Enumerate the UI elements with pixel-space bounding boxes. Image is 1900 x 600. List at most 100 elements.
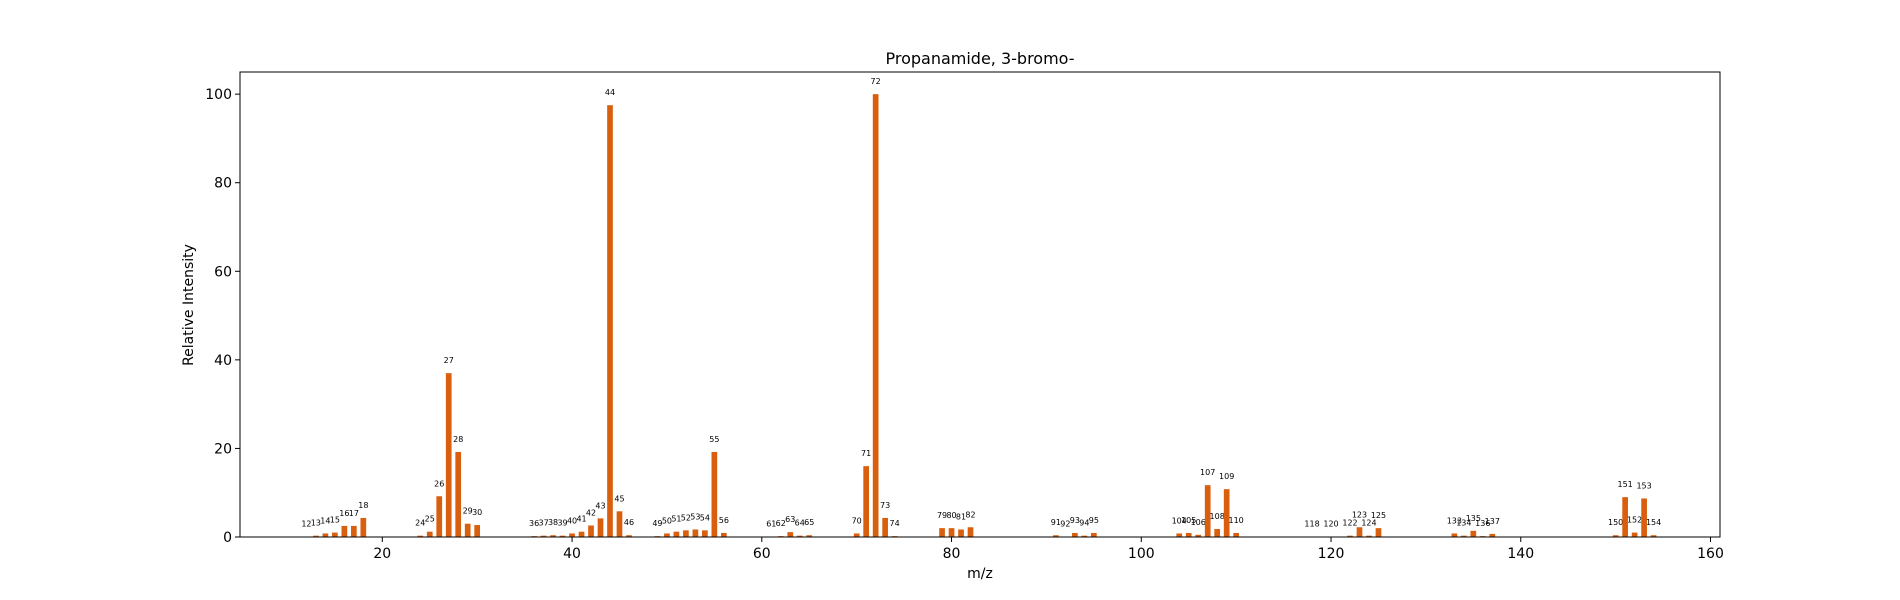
bar-mz-71 <box>863 466 869 537</box>
bar-mz-46 <box>626 535 632 537</box>
data-label-mz-81: 81 <box>956 512 966 521</box>
bar-mz-30 <box>474 525 481 537</box>
data-label-mz-63: 63 <box>785 515 795 524</box>
data-label-mz-108: 108 <box>1210 512 1225 521</box>
bar-mz-106 <box>1195 534 1202 537</box>
data-label-mz-71: 71 <box>861 449 871 458</box>
bar-mz-14 <box>322 533 329 537</box>
x-axis-label: m/z <box>967 566 993 582</box>
bar-mz-153 <box>1641 498 1647 537</box>
data-label-mz-26: 26 <box>434 479 444 488</box>
bar-mz-91 <box>1053 535 1059 537</box>
bar-mz-65 <box>806 535 813 537</box>
data-label-mz-124: 124 <box>1361 519 1376 528</box>
data-label-mz-55: 55 <box>709 435 719 444</box>
bar-mz-16 <box>341 525 348 537</box>
data-label-mz-51: 51 <box>671 515 681 524</box>
y-axis: 0 20 40 60 80 100 <box>205 87 240 546</box>
bar-mz-55 <box>711 451 718 537</box>
bar-mz-17 <box>351 525 357 537</box>
chart-title: Propanamide, 3-bromo- <box>885 49 1074 68</box>
data-label-mz-24: 24 <box>415 519 425 528</box>
bar-mz-63 <box>787 532 794 537</box>
x-tick-label: 160 <box>1697 546 1724 562</box>
y-tick-label: 80 <box>214 176 232 192</box>
x-tick-label: 80 <box>943 546 961 562</box>
data-label-mz-27: 27 <box>444 356 454 365</box>
bar-mz-41 <box>578 531 585 537</box>
bar-mz-135 <box>1470 530 1477 537</box>
data-label-mz-110: 110 <box>1229 516 1244 525</box>
bar-mz-94 <box>1081 535 1088 537</box>
bar-mz-45 <box>616 511 623 537</box>
bar-mz-110 <box>1233 533 1239 537</box>
x-tick-label: 60 <box>753 546 771 562</box>
y-tick-label: 100 <box>205 87 232 103</box>
bar-mz-37 <box>540 535 547 537</box>
bar-mz-151 <box>1622 497 1628 537</box>
data-label-mz-40: 40 <box>567 516 577 525</box>
bar-mz-50 <box>664 533 670 537</box>
data-label-mz-109: 109 <box>1219 472 1234 481</box>
data-label-mz-53: 53 <box>690 512 700 521</box>
data-label-mz-52: 52 <box>681 513 691 522</box>
bar-mz-53 <box>692 529 699 537</box>
data-label-mz-134: 134 <box>1456 519 1471 528</box>
bar-mz-40 <box>569 533 575 537</box>
data-label-mz-30: 30 <box>472 508 482 517</box>
bar-mz-123 <box>1356 527 1363 537</box>
data-label-mz-36: 36 <box>529 519 539 528</box>
x-tick-label: 120 <box>1318 546 1345 562</box>
plot-frame <box>239 71 1721 538</box>
data-label-mz-16: 16 <box>339 509 349 518</box>
bar-mz-104 <box>1176 533 1183 537</box>
data-label-mz-38: 38 <box>548 518 558 527</box>
data-label-mz-39: 39 <box>557 519 567 528</box>
data-label-mz-136: 136 <box>1475 519 1490 528</box>
bar-mz-52 <box>683 530 689 537</box>
data-label-mz-133: 133 <box>1447 516 1462 525</box>
data-label-mz-153: 153 <box>1636 481 1651 490</box>
data-label-mz-50: 50 <box>662 516 672 525</box>
x-tick-label: 40 <box>563 546 581 562</box>
data-label-mz-41: 41 <box>576 515 586 524</box>
data-label-mz-46: 46 <box>624 518 634 527</box>
data-label-mz-17: 17 <box>349 509 359 518</box>
data-label-mz-73: 73 <box>880 501 890 510</box>
bar-mz-39 <box>559 535 566 537</box>
bar-mz-24 <box>417 535 424 537</box>
data-label-mz-106: 106 <box>1191 518 1206 527</box>
bar-mz-73 <box>882 517 888 537</box>
data-label-mz-105: 105 <box>1181 516 1196 525</box>
data-label-mz-49: 49 <box>652 519 662 528</box>
x-tick-label: 20 <box>373 546 391 562</box>
y-axis-label: Relative Intensity <box>181 244 197 366</box>
data-label-mz-122: 122 <box>1342 519 1357 528</box>
data-label-mz-56: 56 <box>719 516 729 525</box>
data-label-mz-14: 14 <box>320 516 330 525</box>
bar-mz-80 <box>948 528 955 537</box>
y-tick-label: 0 <box>223 530 232 546</box>
data-label-mz-62: 62 <box>776 519 786 528</box>
bar-mz-122 <box>1347 535 1353 537</box>
bar-mz-124 <box>1366 535 1372 537</box>
bar-mz-26 <box>436 496 443 537</box>
y-tick-label: 60 <box>214 264 232 280</box>
data-label-mz-25: 25 <box>425 515 435 524</box>
bar-mz-79 <box>939 528 945 537</box>
data-label-mz-82: 82 <box>965 510 975 519</box>
data-label-mz-42: 42 <box>586 508 596 517</box>
data-label-mz-70: 70 <box>852 516 862 525</box>
y-tick-label: 20 <box>214 441 232 457</box>
bar-mz-125 <box>1375 528 1382 537</box>
bar-mz-107 <box>1204 485 1211 537</box>
data-label-mz-120: 120 <box>1323 520 1338 529</box>
data-label-mz-118: 118 <box>1304 520 1319 529</box>
bar-mz-44 <box>607 105 613 537</box>
data-label-mz-72: 72 <box>871 77 881 86</box>
data-label-mz-54: 54 <box>700 513 710 522</box>
data-label-mz-125: 125 <box>1371 511 1386 520</box>
bar-mz-152 <box>1631 532 1638 537</box>
bar-mz-38 <box>550 535 556 537</box>
